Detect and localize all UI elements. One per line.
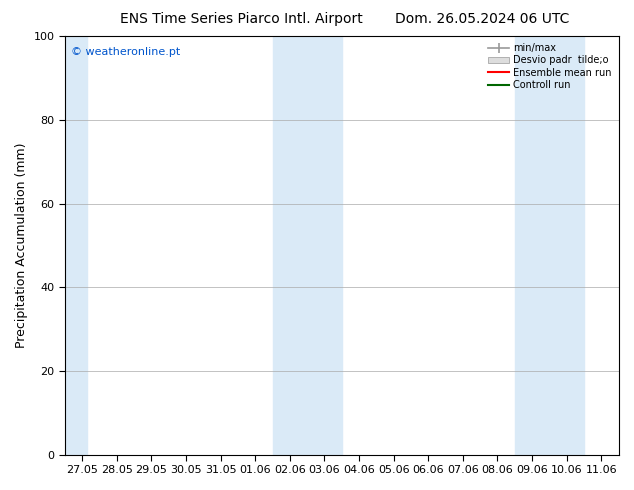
Bar <box>273 36 342 455</box>
Text: © weatheronline.pt: © weatheronline.pt <box>70 47 180 57</box>
Y-axis label: Precipitation Accumulation (mm): Precipitation Accumulation (mm) <box>15 143 28 348</box>
Bar <box>65 36 87 455</box>
Legend: min/max, Desvio padr  tilde;o, Ensemble mean run, Controll run: min/max, Desvio padr tilde;o, Ensemble m… <box>484 39 616 94</box>
Bar <box>515 36 584 455</box>
Text: ENS Time Series Piarco Intl. Airport: ENS Time Series Piarco Intl. Airport <box>120 12 362 26</box>
Text: Dom. 26.05.2024 06 UTC: Dom. 26.05.2024 06 UTC <box>394 12 569 26</box>
